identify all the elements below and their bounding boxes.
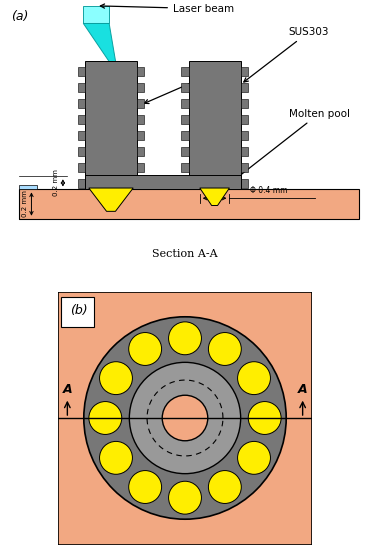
Bar: [240, 99, 248, 108]
Circle shape: [208, 333, 241, 365]
Bar: [181, 115, 189, 124]
Circle shape: [89, 402, 122, 434]
Text: Section A-A: Section A-A: [152, 249, 218, 258]
Bar: [137, 67, 144, 76]
Bar: [240, 115, 248, 124]
Circle shape: [238, 442, 270, 474]
Circle shape: [100, 362, 132, 394]
Bar: [240, 131, 248, 140]
Text: C19210: C19210: [144, 68, 235, 103]
Bar: [137, 99, 144, 108]
Circle shape: [169, 322, 201, 355]
Bar: [78, 115, 85, 124]
Circle shape: [130, 362, 240, 474]
Bar: [181, 67, 189, 76]
Bar: [61, 296, 94, 327]
Text: 0.2 mm: 0.2 mm: [53, 169, 59, 196]
Bar: [240, 67, 248, 76]
Bar: [83, 6, 109, 23]
Text: 0.2 mm: 0.2 mm: [22, 191, 28, 217]
Circle shape: [129, 471, 162, 503]
Bar: [78, 83, 85, 92]
Bar: [137, 131, 144, 140]
Text: Molten pool: Molten pool: [218, 108, 350, 192]
Bar: [137, 147, 144, 156]
Text: Laser beam: Laser beam: [100, 4, 234, 14]
Bar: [181, 99, 189, 108]
Text: (a): (a): [11, 10, 28, 24]
Text: A: A: [298, 383, 307, 395]
Bar: [189, 61, 241, 189]
Text: SUS303: SUS303: [244, 27, 329, 82]
Circle shape: [162, 395, 208, 441]
Circle shape: [129, 333, 162, 365]
Bar: [240, 83, 248, 92]
Polygon shape: [83, 23, 117, 67]
Bar: [181, 179, 189, 188]
Bar: [18, 185, 37, 189]
Bar: [181, 131, 189, 140]
Bar: [18, 189, 359, 218]
Bar: [137, 115, 144, 124]
Circle shape: [248, 402, 281, 434]
Bar: [78, 147, 85, 156]
Bar: [78, 99, 85, 108]
Bar: [181, 147, 189, 156]
Polygon shape: [200, 188, 229, 206]
Circle shape: [100, 442, 132, 474]
Bar: [240, 179, 248, 188]
Bar: [137, 83, 144, 92]
Circle shape: [84, 317, 286, 519]
Bar: [85, 175, 240, 189]
Bar: [181, 163, 189, 172]
Circle shape: [208, 471, 241, 503]
Circle shape: [238, 362, 270, 394]
Circle shape: [169, 481, 201, 514]
Text: (b): (b): [70, 304, 88, 317]
Bar: [78, 179, 85, 188]
Bar: [78, 163, 85, 172]
Bar: [240, 163, 248, 172]
Bar: [181, 83, 189, 92]
Polygon shape: [89, 188, 133, 211]
Text: A: A: [63, 383, 72, 395]
Bar: [85, 61, 137, 189]
Bar: [240, 147, 248, 156]
Bar: [137, 179, 144, 188]
Bar: [137, 163, 144, 172]
Bar: [78, 131, 85, 140]
Text: Φ 0.4 mm: Φ 0.4 mm: [250, 186, 287, 195]
Bar: [78, 67, 85, 76]
